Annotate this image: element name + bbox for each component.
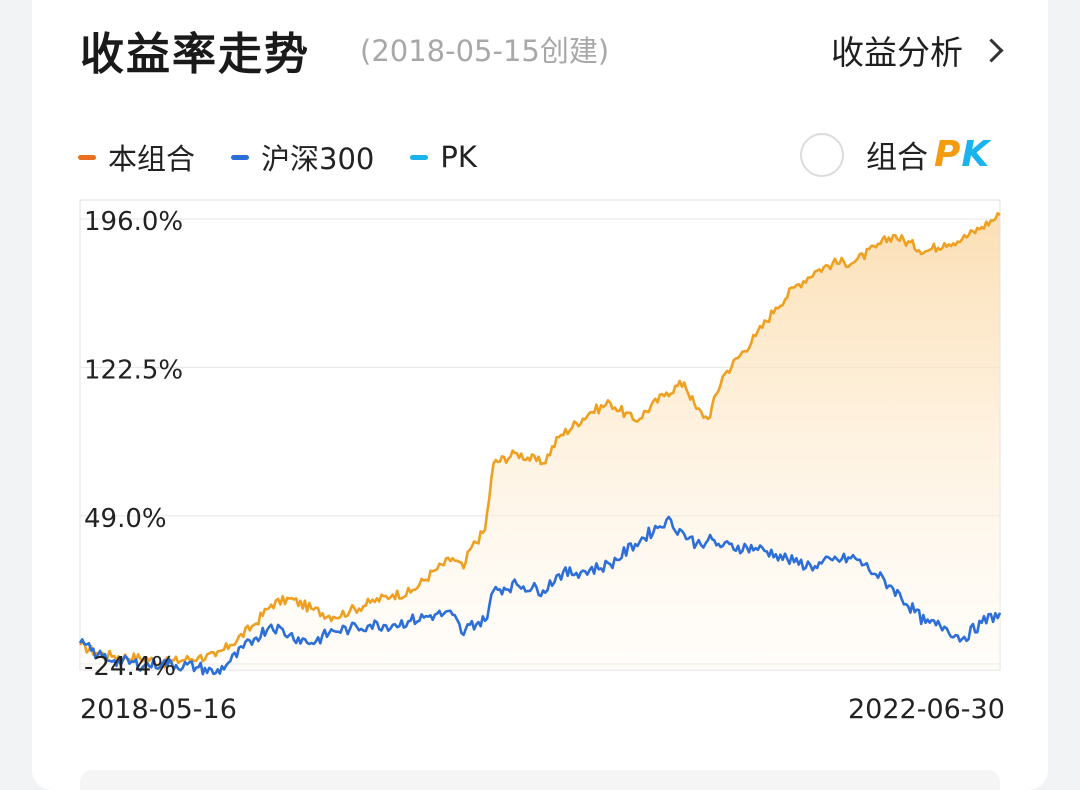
legend-label-portfolio: 本组合 (108, 142, 196, 176)
return-analysis-label: 收益分析 (831, 33, 963, 72)
pk-logo: PK (934, 134, 990, 175)
y-tick-label: 196.0% (84, 207, 183, 237)
return-analysis-link[interactable]: 收益分析 (831, 26, 1004, 74)
legend-item-csi300: 沪深300 (231, 136, 374, 178)
series-line-portfolio (78, 212, 1001, 669)
next-section-edge (80, 770, 1000, 790)
legend-swatch-portfolio (78, 154, 96, 160)
legend-item-pk: PK (410, 136, 477, 178)
chart-legend: 本组合 沪深300 PK (78, 136, 477, 178)
x-axis-end-label: 2022-06-30 (848, 694, 1005, 725)
series-line-csi300 (78, 515, 1002, 676)
portfolio-pk-toggle[interactable]: 组合 PK (800, 132, 990, 177)
pk-toggle-label: 组合 (866, 140, 928, 176)
legend-item-portfolio: 本组合 (78, 136, 195, 178)
pk-radio-circle[interactable] (800, 132, 844, 177)
legend-label-pk: PK (440, 140, 477, 174)
y-tick-label: 49.0% (84, 504, 167, 534)
page-title: 收益率走势 (80, 29, 310, 80)
y-tick-label: -24.4% (84, 652, 176, 682)
legend-swatch-csi300 (231, 154, 250, 160)
creation-date: (2018-05-15创建) (360, 34, 610, 68)
y-tick-label: 122.5% (84, 355, 183, 385)
x-axis-start-label: 2018-05-16 (80, 694, 237, 725)
portfolio-area-fill (80, 213, 1000, 671)
pk-logo-k: K (961, 134, 991, 175)
legend-label-csi300: 沪深300 (261, 142, 375, 176)
legend-swatch-pk (410, 154, 429, 160)
pk-logo-p: P (934, 134, 962, 175)
